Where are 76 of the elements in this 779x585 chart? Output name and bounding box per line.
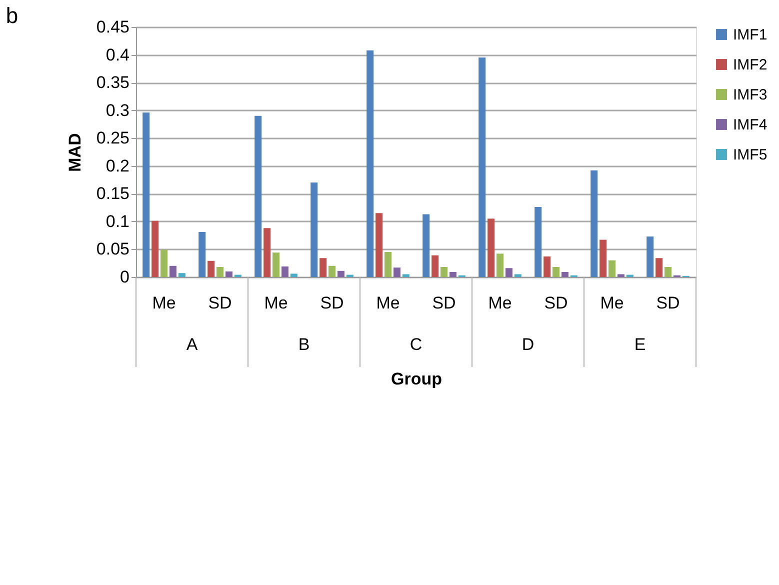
x-axis-title: Group <box>391 370 442 388</box>
bar <box>272 252 280 277</box>
bar <box>376 213 383 277</box>
text: A <box>186 335 198 354</box>
y-tick-label: 0.4 <box>106 45 130 64</box>
legend-label: IMF1 <box>733 26 768 44</box>
legend-label: IMF4 <box>733 116 768 134</box>
x-tick-label: Me <box>376 294 400 312</box>
bar <box>281 266 288 277</box>
y-tick-label: 0.25 <box>96 128 130 148</box>
x-tick-label: SD <box>432 294 456 312</box>
bar <box>225 271 232 277</box>
y-tick-label: 0.15 <box>96 184 130 204</box>
x-tick-label: Me <box>264 294 288 312</box>
bar <box>608 260 616 277</box>
x-tick-label: Me <box>600 294 624 312</box>
bar <box>544 256 551 277</box>
text: E <box>634 335 646 354</box>
bar <box>552 267 560 277</box>
legend-label: IMF3 <box>733 86 768 104</box>
text: D <box>522 335 534 354</box>
bar <box>440 267 448 277</box>
x-tick-label: SD <box>208 294 232 312</box>
bar <box>142 112 150 277</box>
bar <box>169 266 176 277</box>
bar <box>208 260 215 277</box>
bar <box>393 268 400 277</box>
bar <box>328 266 336 277</box>
x-tick-label: Me <box>488 294 512 312</box>
bar <box>198 232 206 277</box>
x-tick-label: SD <box>320 294 344 312</box>
y-tick-label: 0.2 <box>106 156 130 176</box>
bar <box>152 220 159 277</box>
legend-label: IMF2 <box>733 56 768 74</box>
bar <box>617 274 624 277</box>
y-axis-title: MAD <box>65 133 84 172</box>
bar <box>320 258 327 277</box>
bar <box>337 270 344 277</box>
text: B <box>298 335 310 354</box>
bar <box>422 214 430 277</box>
y-tick-label: 0.3 <box>106 100 130 120</box>
bar <box>178 273 186 277</box>
bar <box>505 268 512 277</box>
bar <box>310 182 318 277</box>
bar <box>534 207 542 277</box>
bar <box>664 267 672 277</box>
bar <box>656 258 663 277</box>
y-tick-label: 0.35 <box>96 73 130 92</box>
bar <box>496 254 504 277</box>
y-tick-label: 0.45 <box>96 18 130 36</box>
bar <box>264 228 271 277</box>
y-tick-label: 0.1 <box>106 212 130 231</box>
bar <box>402 274 410 277</box>
bar <box>384 252 392 277</box>
legend-label: IMF5 <box>733 146 768 164</box>
bar <box>216 267 224 277</box>
bar <box>432 255 439 277</box>
bar <box>449 272 456 277</box>
bar <box>600 240 607 277</box>
x-tick-label: SD <box>656 294 680 312</box>
text: C <box>410 335 422 354</box>
chart-title: b <box>6 3 18 28</box>
bar <box>366 50 374 277</box>
bar <box>254 116 262 277</box>
y-tick-label: 0 <box>120 268 130 286</box>
x-tick-label: SD <box>544 294 568 312</box>
bar <box>561 272 568 277</box>
bar <box>514 274 522 277</box>
bar <box>160 250 168 277</box>
bar <box>488 218 495 277</box>
bar <box>290 274 298 277</box>
bar <box>590 170 598 277</box>
y-tick-label: 0.05 <box>96 240 130 259</box>
bar <box>478 58 486 277</box>
x-tick-label: Me <box>152 294 176 312</box>
bar <box>646 236 654 277</box>
